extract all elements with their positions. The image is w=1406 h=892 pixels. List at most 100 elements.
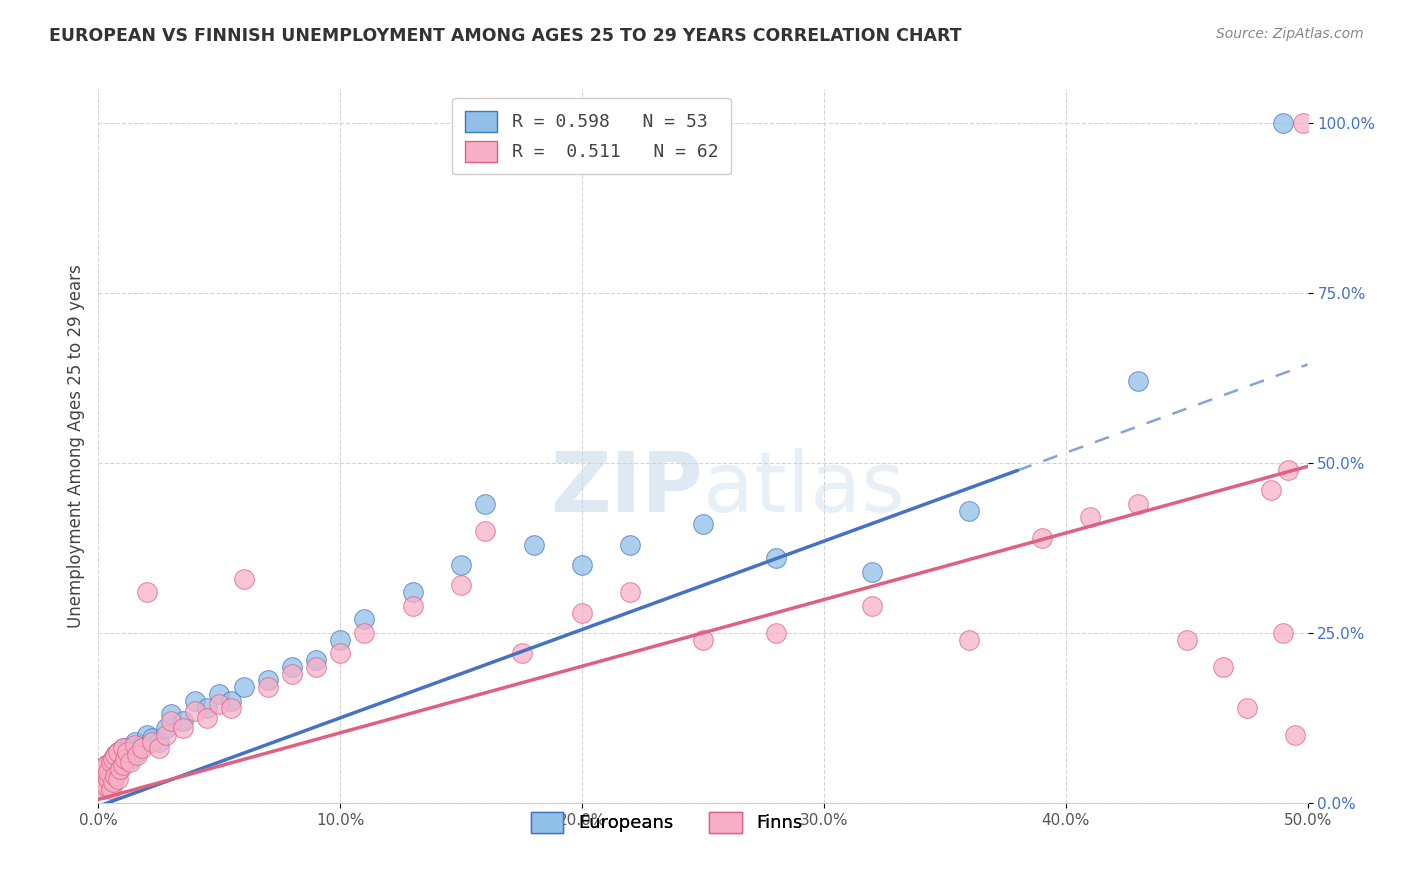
Point bbox=[208, 687, 231, 701]
Point bbox=[184, 704, 207, 718]
Point bbox=[107, 745, 129, 759]
Point bbox=[148, 741, 170, 756]
Point bbox=[184, 694, 207, 708]
Point bbox=[107, 772, 129, 786]
Point bbox=[114, 751, 136, 765]
Legend: Europeans, Finns: Europeans, Finns bbox=[520, 801, 813, 844]
Point bbox=[510, 646, 533, 660]
Point bbox=[329, 646, 352, 660]
Point bbox=[104, 769, 127, 783]
Text: ZIP: ZIP bbox=[551, 449, 703, 529]
Point bbox=[108, 758, 131, 772]
Point bbox=[94, 772, 117, 786]
Point bbox=[160, 707, 183, 722]
Point bbox=[114, 748, 136, 763]
Point bbox=[1128, 497, 1150, 511]
Point bbox=[141, 731, 163, 746]
Point bbox=[402, 599, 425, 613]
Point bbox=[101, 769, 124, 783]
Point bbox=[619, 537, 641, 551]
Point bbox=[692, 632, 714, 647]
Point bbox=[571, 558, 593, 572]
Point bbox=[571, 606, 593, 620]
Point bbox=[195, 700, 218, 714]
Point bbox=[172, 721, 194, 735]
Point bbox=[160, 714, 183, 729]
Point bbox=[402, 585, 425, 599]
Point bbox=[1284, 728, 1306, 742]
Point bbox=[135, 728, 157, 742]
Text: EUROPEAN VS FINNISH UNEMPLOYMENT AMONG AGES 25 TO 29 YEARS CORRELATION CHART: EUROPEAN VS FINNISH UNEMPLOYMENT AMONG A… bbox=[49, 27, 962, 45]
Point bbox=[232, 680, 254, 694]
Point bbox=[104, 748, 127, 763]
Point bbox=[1292, 116, 1315, 130]
Point bbox=[329, 632, 352, 647]
Point bbox=[127, 745, 149, 759]
Point bbox=[221, 694, 243, 708]
Point bbox=[1260, 483, 1282, 498]
Point bbox=[281, 666, 304, 681]
Point bbox=[221, 700, 243, 714]
Point bbox=[91, 775, 114, 789]
Point bbox=[97, 775, 120, 789]
Point bbox=[97, 765, 120, 780]
Point bbox=[1277, 463, 1299, 477]
Point bbox=[97, 772, 120, 786]
Point bbox=[1212, 660, 1234, 674]
Point bbox=[450, 578, 472, 592]
Text: atlas: atlas bbox=[703, 449, 904, 529]
Point bbox=[108, 762, 131, 776]
Point bbox=[474, 524, 496, 538]
Point bbox=[127, 748, 149, 763]
Point bbox=[765, 626, 787, 640]
Point bbox=[860, 599, 883, 613]
Point bbox=[101, 775, 124, 789]
Point bbox=[353, 612, 375, 626]
Point bbox=[94, 758, 117, 772]
Point bbox=[1175, 632, 1198, 647]
Point bbox=[957, 503, 980, 517]
Point bbox=[107, 745, 129, 759]
Point bbox=[619, 585, 641, 599]
Point bbox=[1272, 116, 1295, 130]
Point bbox=[1272, 626, 1295, 640]
Point bbox=[100, 755, 122, 769]
Point bbox=[107, 765, 129, 780]
Y-axis label: Unemployment Among Ages 25 to 29 years: Unemployment Among Ages 25 to 29 years bbox=[66, 264, 84, 628]
Point bbox=[208, 698, 231, 712]
Point bbox=[124, 738, 146, 752]
Point bbox=[104, 762, 127, 776]
Point bbox=[148, 734, 170, 748]
Point bbox=[195, 711, 218, 725]
Point bbox=[118, 751, 141, 765]
Point bbox=[305, 653, 328, 667]
Point bbox=[118, 755, 141, 769]
Point bbox=[692, 517, 714, 532]
Point bbox=[90, 769, 112, 783]
Point bbox=[450, 558, 472, 572]
Point bbox=[90, 775, 112, 789]
Point bbox=[101, 751, 124, 765]
Point bbox=[104, 748, 127, 763]
Point bbox=[94, 779, 117, 793]
Text: Source: ZipAtlas.com: Source: ZipAtlas.com bbox=[1216, 27, 1364, 41]
Point bbox=[256, 673, 278, 688]
Point bbox=[91, 762, 114, 776]
Point bbox=[305, 660, 328, 674]
Point bbox=[232, 572, 254, 586]
Point bbox=[97, 765, 120, 780]
Point bbox=[91, 782, 114, 797]
Point bbox=[111, 741, 134, 756]
Point bbox=[256, 680, 278, 694]
Point bbox=[94, 758, 117, 772]
Point bbox=[860, 565, 883, 579]
Point bbox=[111, 741, 134, 756]
Point bbox=[281, 660, 304, 674]
Point bbox=[101, 751, 124, 765]
Point bbox=[135, 585, 157, 599]
Point bbox=[172, 714, 194, 729]
Point bbox=[1236, 700, 1258, 714]
Point bbox=[124, 734, 146, 748]
Point bbox=[111, 758, 134, 772]
Point bbox=[353, 626, 375, 640]
